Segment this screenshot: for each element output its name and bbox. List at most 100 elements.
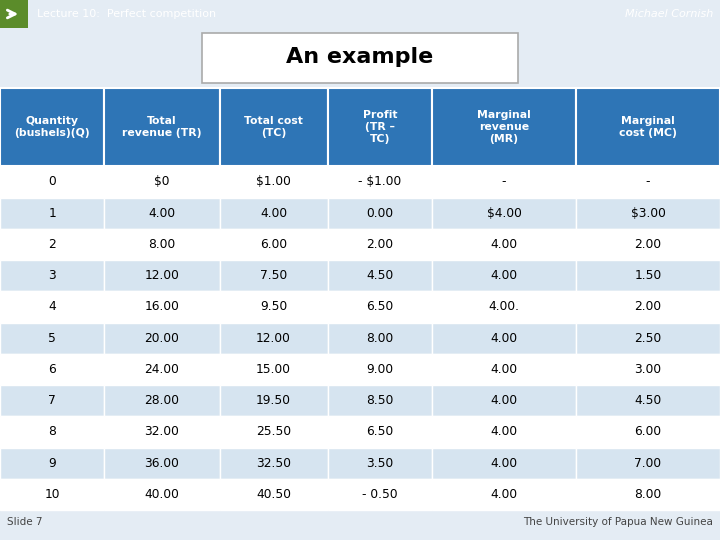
Text: 6.00: 6.00 [260, 238, 287, 251]
Bar [576, 322, 720, 354]
Text: 40.50: 40.50 [256, 488, 291, 501]
Bar [432, 260, 576, 291]
Bar [0, 448, 104, 479]
Bar [328, 166, 432, 198]
Bar [104, 229, 220, 260]
Text: 0: 0 [48, 176, 56, 188]
Text: 4.00: 4.00 [490, 426, 518, 438]
Bar [576, 479, 720, 510]
Text: Marginal
cost (MC): Marginal cost (MC) [619, 116, 677, 138]
Text: 0.00: 0.00 [366, 207, 393, 220]
Bar [104, 166, 220, 198]
Text: 9: 9 [48, 457, 56, 470]
Bar [104, 416, 220, 448]
Bar [576, 166, 720, 198]
Bar [220, 198, 328, 229]
Text: 3.00: 3.00 [634, 363, 662, 376]
Text: 4.00: 4.00 [490, 238, 518, 251]
Bar [432, 88, 576, 166]
Text: Marginal
revenue
(MR): Marginal revenue (MR) [477, 110, 531, 144]
Text: Total
revenue (TR): Total revenue (TR) [122, 116, 202, 138]
Text: 1.50: 1.50 [634, 269, 662, 282]
Bar [576, 198, 720, 229]
Text: Quantity
(bushels)(Q): Quantity (bushels)(Q) [14, 116, 90, 138]
Bar [0, 229, 104, 260]
Text: Total cost
(TC): Total cost (TC) [244, 116, 303, 138]
Text: 8.00: 8.00 [148, 238, 176, 251]
Bar [0, 198, 104, 229]
Text: 2.00: 2.00 [634, 300, 662, 313]
Bar [576, 291, 720, 322]
Text: 2.00: 2.00 [634, 238, 662, 251]
Bar [432, 229, 576, 260]
Bar [104, 198, 220, 229]
Text: 4.00.: 4.00. [488, 300, 520, 313]
Bar [432, 479, 576, 510]
Bar [0, 354, 104, 385]
FancyBboxPatch shape [202, 33, 518, 83]
Text: $1.00: $1.00 [256, 176, 291, 188]
Bar [328, 479, 432, 510]
Bar [220, 88, 328, 166]
Bar [432, 354, 576, 385]
Bar [576, 260, 720, 291]
Bar [220, 354, 328, 385]
Bar [576, 354, 720, 385]
Bar [220, 291, 328, 322]
Text: 8.00: 8.00 [366, 332, 393, 345]
Text: 6.00: 6.00 [634, 426, 662, 438]
Text: 9.00: 9.00 [366, 363, 393, 376]
Bar [104, 322, 220, 354]
Text: 5: 5 [48, 332, 56, 345]
Bar [0, 88, 104, 166]
Text: 7: 7 [48, 394, 56, 407]
Text: Michael Cornish: Michael Cornish [624, 9, 713, 19]
Bar [328, 385, 432, 416]
Text: 7.00: 7.00 [634, 457, 662, 470]
Bar [104, 354, 220, 385]
Text: 24.00: 24.00 [145, 363, 179, 376]
Text: -: - [502, 176, 506, 188]
Bar [328, 354, 432, 385]
Text: 4.00: 4.00 [490, 363, 518, 376]
Bar [104, 448, 220, 479]
Text: 9.50: 9.50 [260, 300, 287, 313]
Bar [0, 166, 104, 198]
Text: 4.00: 4.00 [490, 394, 518, 407]
Text: 1: 1 [48, 207, 56, 220]
Text: 4.00: 4.00 [490, 488, 518, 501]
Bar [104, 260, 220, 291]
Text: 32.00: 32.00 [145, 426, 179, 438]
Text: 4.50: 4.50 [366, 269, 393, 282]
Bar [220, 385, 328, 416]
Bar [576, 416, 720, 448]
Text: 3: 3 [48, 269, 56, 282]
Bar [432, 291, 576, 322]
Text: 12.00: 12.00 [256, 332, 291, 345]
Bar [328, 198, 432, 229]
Bar [328, 291, 432, 322]
Text: Lecture 10:  Perfect competition: Lecture 10: Perfect competition [37, 9, 216, 19]
Bar [220, 322, 328, 354]
Bar [0, 0, 28, 28]
Bar [328, 416, 432, 448]
Text: 4.50: 4.50 [634, 394, 662, 407]
Bar [432, 416, 576, 448]
Text: 15.00: 15.00 [256, 363, 291, 376]
Bar [432, 198, 576, 229]
Bar [328, 88, 432, 166]
Text: $3.00: $3.00 [631, 207, 665, 220]
Text: 4.00: 4.00 [490, 457, 518, 470]
Bar [0, 479, 104, 510]
Bar [328, 448, 432, 479]
Text: 40.00: 40.00 [145, 488, 179, 501]
Bar [576, 385, 720, 416]
Text: Slide 7: Slide 7 [7, 517, 42, 527]
Bar [220, 448, 328, 479]
Bar [576, 229, 720, 260]
Text: 36.00: 36.00 [145, 457, 179, 470]
Text: 2: 2 [48, 238, 56, 251]
Bar [104, 479, 220, 510]
Text: 4: 4 [48, 300, 56, 313]
Bar [104, 291, 220, 322]
